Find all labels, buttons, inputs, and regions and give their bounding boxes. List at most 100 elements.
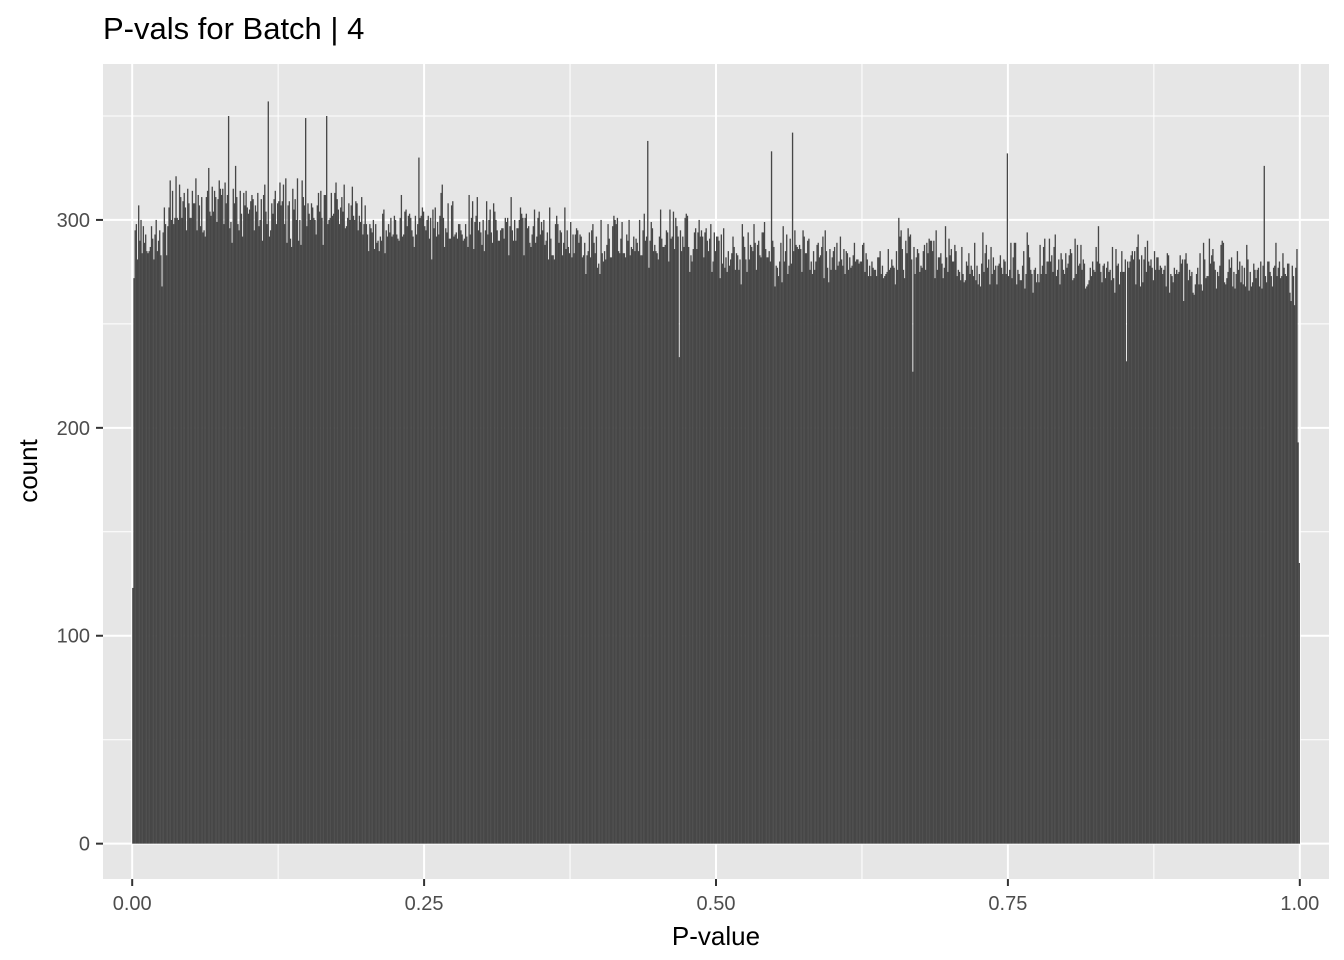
histogram-bar <box>1019 280 1021 844</box>
histogram-bar <box>859 261 861 844</box>
histogram-bar <box>340 207 342 844</box>
histogram-bar <box>204 236 206 844</box>
histogram-bar <box>335 182 337 844</box>
histogram-bar <box>467 246 469 844</box>
histogram-bar <box>902 269 905 844</box>
histogram-bar <box>532 226 534 844</box>
histogram-bar <box>1164 265 1166 844</box>
histogram-bar <box>905 240 907 844</box>
histogram-bar <box>982 232 984 844</box>
histogram-bar <box>737 255 739 844</box>
histogram-bar <box>1156 257 1158 844</box>
histogram-bar <box>776 267 779 844</box>
histogram-bar <box>307 203 309 844</box>
histogram-bar <box>947 271 949 844</box>
histogram-bar <box>1171 276 1173 844</box>
histogram-bar <box>392 234 394 844</box>
histogram-bar <box>961 246 963 844</box>
histogram-bar <box>371 232 373 844</box>
histogram-bar <box>877 257 879 844</box>
histogram-bar <box>554 224 557 844</box>
histogram-bar <box>380 240 383 844</box>
histogram-bar <box>194 203 196 844</box>
histogram-bar <box>417 224 419 844</box>
histogram-bar <box>887 249 889 844</box>
histogram-bar <box>983 271 985 844</box>
histogram-bar <box>252 199 254 844</box>
histogram-bar <box>436 222 439 844</box>
histogram-bar <box>559 230 561 844</box>
histogram-bar <box>540 222 543 844</box>
histogram-bar <box>1242 284 1244 844</box>
histogram-bar <box>734 269 736 844</box>
histogram-bar <box>410 217 412 844</box>
histogram-bar <box>476 197 478 844</box>
histogram-bar <box>272 213 274 844</box>
histogram-bar <box>571 257 573 844</box>
histogram-bar <box>979 286 982 844</box>
histogram-bar <box>1192 292 1194 844</box>
histogram-bar <box>260 199 262 844</box>
histogram-bar <box>1152 280 1155 844</box>
histogram-bar <box>1295 267 1297 844</box>
histogram-bar <box>1271 286 1274 844</box>
histogram-bar <box>287 205 289 844</box>
histogram-bar <box>592 224 594 844</box>
histogram-bar <box>278 201 280 844</box>
histogram-bar <box>817 242 819 844</box>
histogram-bar <box>295 219 297 844</box>
histogram-bar <box>634 251 636 844</box>
histogram-bar <box>233 203 236 844</box>
histogram-bar <box>1153 251 1156 844</box>
histogram-bar <box>759 255 761 844</box>
histogram-bar <box>790 263 793 844</box>
histogram-bar <box>552 255 554 844</box>
histogram-bar <box>171 190 174 844</box>
histogram-bar <box>515 240 517 844</box>
histogram-bar <box>1028 257 1031 844</box>
histogram-bar <box>1158 269 1160 844</box>
x-axis-ticks: 0.00 0.25 0.50 0.75 1.00 <box>113 879 1319 915</box>
histogram-bar <box>843 249 845 844</box>
histogram-bar <box>1155 269 1157 844</box>
histogram-bar <box>1257 267 1260 844</box>
histogram-bar <box>601 253 603 844</box>
histogram-bar <box>690 255 692 844</box>
histogram-bar <box>1114 292 1116 844</box>
histogram-bar <box>630 246 633 844</box>
histogram-bar <box>944 226 947 844</box>
histogram-bar <box>761 232 763 844</box>
histogram-bar <box>598 263 600 844</box>
histogram-bar <box>840 259 843 844</box>
histogram-bar <box>1235 273 1237 844</box>
histogram-bar <box>1173 267 1176 844</box>
histogram-bar <box>708 238 711 844</box>
histogram-bar <box>749 244 752 844</box>
x-tick-label: 0.50 <box>697 893 736 915</box>
histogram-bar <box>351 186 354 844</box>
histogram-bar <box>580 236 582 844</box>
histogram-bar <box>585 273 587 844</box>
histogram-bar <box>873 269 875 844</box>
histogram-bar <box>177 219 180 844</box>
histogram-bar <box>285 178 287 844</box>
histogram-bar <box>477 230 480 844</box>
histogram-bar <box>642 230 644 844</box>
histogram-bar <box>354 219 356 844</box>
histogram-bar <box>482 219 484 844</box>
histogram-bar <box>241 236 244 844</box>
histogram-bar <box>1142 282 1144 844</box>
histogram-bar <box>588 232 591 844</box>
histogram-bar <box>178 184 181 844</box>
histogram-bar <box>647 140 649 844</box>
histogram-bar <box>443 246 446 844</box>
histogram-bar <box>1131 251 1133 844</box>
histogram-bar <box>567 246 570 844</box>
histogram-bar <box>240 213 243 844</box>
histogram-bar <box>658 236 661 844</box>
histogram-bar <box>901 249 903 844</box>
histogram-bar <box>490 232 492 844</box>
histogram-bar <box>755 269 758 844</box>
histogram-bar <box>673 249 676 844</box>
histogram-bar <box>704 232 706 844</box>
